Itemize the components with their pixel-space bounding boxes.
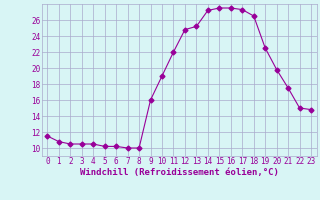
- X-axis label: Windchill (Refroidissement éolien,°C): Windchill (Refroidissement éolien,°C): [80, 168, 279, 177]
